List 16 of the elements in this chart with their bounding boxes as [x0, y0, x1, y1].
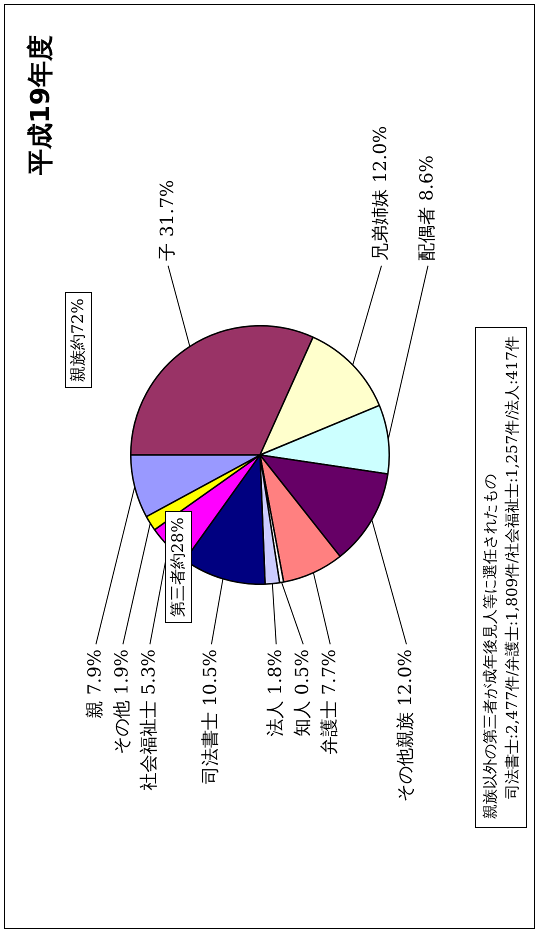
slice-label: 司法書士 10.5%	[200, 649, 222, 784]
text: 親族約72%	[65, 292, 92, 388]
slice-label: 兄弟姉妹 12.0%	[370, 126, 392, 261]
text: 第三者約28%	[165, 511, 192, 623]
slice-label: 親 7.9%	[84, 649, 106, 719]
slice-label: 弁護士 7.7%	[318, 649, 340, 755]
slice-label: その他親族 12.0%	[395, 649, 416, 802]
slice-label: その他 1.9%	[112, 649, 133, 755]
slice-label: 知人 0.5%	[292, 649, 313, 737]
slice-label: 法人 1.8%	[264, 649, 286, 737]
slice-label: 社会福祉士 5.3%	[138, 649, 160, 791]
text: 親族以外の第三者が成年後見人等に選任されたもの	[480, 473, 500, 819]
slice-label: 配偶者 8.6%	[416, 155, 438, 261]
text: 司法書士:2,477件/弁護士:1,809件/社会福祉士:1,257件/法人:417件	[502, 336, 522, 801]
slice-label: 子 31.7%	[156, 180, 178, 261]
chart-title: 平成19年度	[25, 35, 57, 176]
